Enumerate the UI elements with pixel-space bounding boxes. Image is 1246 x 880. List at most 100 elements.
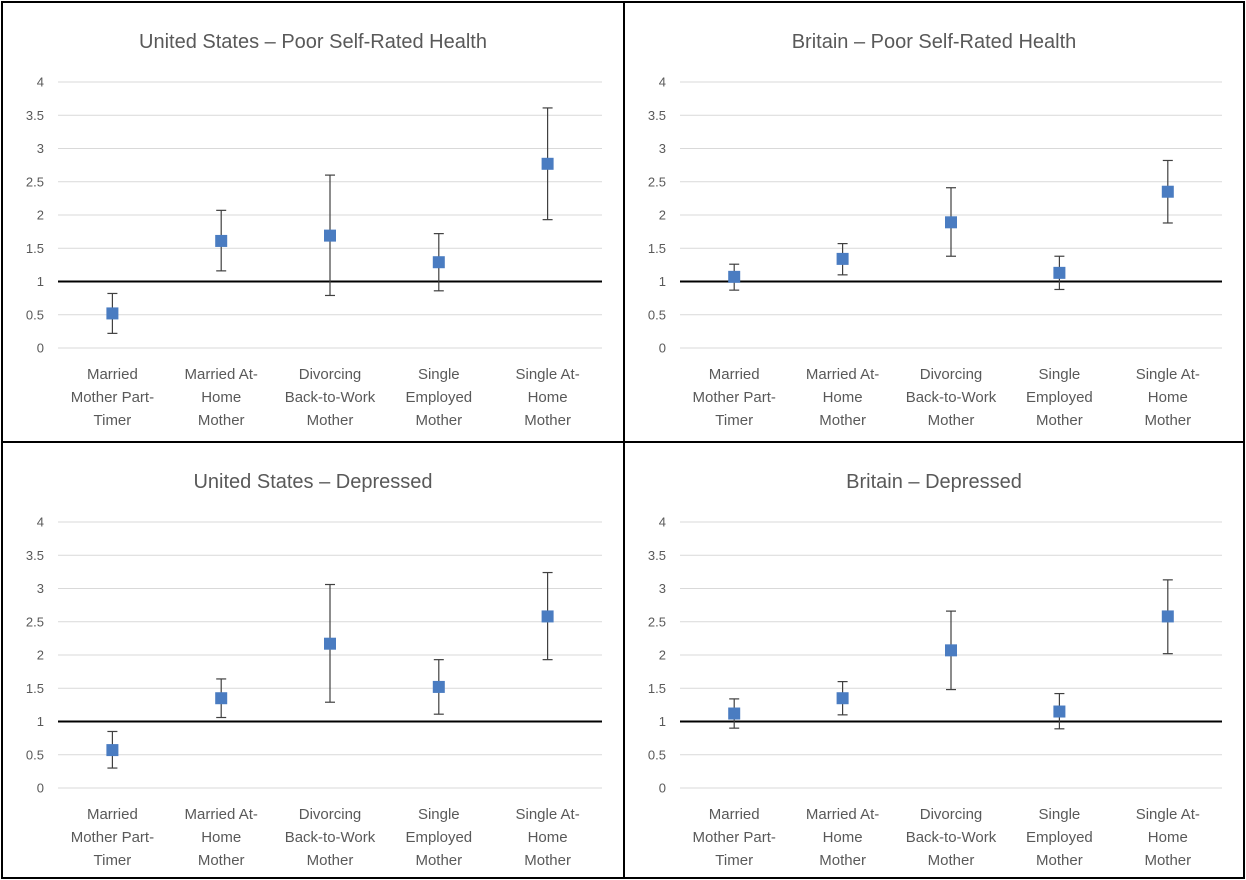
x-tick-label: Employed [1026, 829, 1093, 846]
x-tick-label: Timer [94, 852, 132, 869]
x-tick-label: Timer [94, 412, 132, 429]
x-tick-label: Mother [1036, 852, 1083, 869]
data-point-marker [541, 157, 554, 170]
x-tick-label: Back-to-Work [285, 389, 376, 406]
y-tick-label: 0 [659, 781, 666, 796]
y-tick-label: 0 [659, 341, 666, 356]
data-point-marker [541, 610, 554, 623]
y-tick-label: 2 [37, 648, 44, 663]
x-tick-label: Home [823, 389, 863, 406]
x-tick-label: Mother Part- [71, 829, 154, 846]
y-tick-label: 2.5 [648, 174, 666, 189]
y-tick-label: 2 [37, 208, 44, 223]
y-tick-label: 1.5 [648, 241, 666, 256]
data-point-marker [1053, 705, 1066, 718]
x-tick-label: Home [823, 829, 863, 846]
x-tick-label: Mother [819, 852, 866, 869]
x-tick-label: Mother [928, 412, 975, 429]
x-tick-label: Mother Part- [71, 389, 154, 406]
x-tick-label: Mother [198, 412, 245, 429]
data-point-marker [215, 692, 228, 705]
x-tick-label: Back-to-Work [906, 389, 997, 406]
data-point-marker [728, 707, 741, 720]
x-tick-label: Mother [307, 412, 354, 429]
x-tick-label: Mother [307, 852, 354, 869]
x-tick-label: Divorcing [299, 806, 362, 823]
x-tick-label: Home [1148, 829, 1188, 846]
y-tick-label: 4 [659, 75, 666, 90]
x-tick-label: Married [87, 366, 138, 383]
x-tick-label: Back-to-Work [285, 829, 376, 846]
x-tick-label: Single At- [1136, 366, 1200, 383]
x-tick-label: Married At- [806, 366, 879, 383]
x-tick-label: Single [418, 366, 460, 383]
data-point-marker [836, 692, 849, 705]
x-tick-label: Mother [928, 852, 975, 869]
data-point-marker [1161, 610, 1174, 623]
data-point-marker [836, 252, 849, 265]
x-tick-label: Single At- [1136, 806, 1200, 823]
y-tick-label: 0.5 [26, 307, 44, 322]
y-tick-label: 4 [37, 515, 44, 530]
x-tick-label: Married [87, 806, 138, 823]
y-tick-label: 0.5 [648, 747, 666, 762]
x-tick-label: Mother [524, 412, 571, 429]
x-tick-label: Mother [1144, 412, 1191, 429]
y-tick-label: 1 [37, 714, 44, 729]
data-point-marker [1161, 185, 1174, 198]
x-tick-label: Mother Part- [693, 829, 776, 846]
y-tick-label: 3.5 [26, 108, 44, 123]
chart-title: United States – Poor Self-Rated Health [139, 31, 487, 53]
y-tick-label: 1.5 [26, 241, 44, 256]
data-point-marker [945, 216, 957, 229]
x-tick-label: Single At- [515, 366, 579, 383]
chart-us-depressed: United States – Depressed 0 0.5 1 1.5 2 2.5 3 3.… [1, 441, 625, 879]
x-tick-label: Home [528, 829, 568, 846]
chart-title: Britain – Poor Self-Rated Health [792, 31, 1077, 53]
y-tick-label: 1 [659, 274, 666, 289]
x-tick-label: Divorcing [920, 806, 983, 823]
x-tick-label: Married [709, 366, 760, 383]
y-tick-label: 1 [37, 274, 44, 289]
data-point-marker [106, 307, 119, 320]
data-point-marker [1053, 266, 1066, 279]
y-tick-label: 3 [37, 581, 44, 596]
chart-britain-poor-health: Britain – Poor Self-Rated Health 0 0.5 1 1.5… [623, 1, 1245, 443]
x-tick-label: Employed [405, 389, 472, 406]
y-tick-label: 1 [659, 714, 666, 729]
chart-us-poor-health: United States – Poor Self-Rated Health 0 0… [1, 1, 625, 443]
y-tick-label: 3 [37, 141, 44, 156]
data-point-marker [945, 644, 957, 657]
y-tick-label: 3 [659, 141, 666, 156]
y-tick-label: 1.5 [26, 681, 44, 696]
x-tick-label: Single [418, 806, 460, 823]
x-tick-label: Mother [1036, 412, 1083, 429]
x-tick-label: Married At- [806, 806, 879, 823]
x-tick-label: Mother [524, 852, 571, 869]
data-point-marker [215, 234, 228, 247]
x-tick-label: Married At- [185, 366, 258, 383]
x-tick-label: Mother Part- [693, 389, 776, 406]
chart-britain-depressed: Britain – Depressed 0 0.5 1 1.5 2 2.5 3 3.5 4 Marr… [623, 441, 1245, 879]
y-tick-label: 2 [659, 208, 666, 223]
y-tick-label: 3.5 [648, 108, 666, 123]
x-tick-label: Single [1039, 366, 1081, 383]
y-tick-label: 3 [659, 581, 666, 596]
y-tick-label: 3.5 [648, 548, 666, 563]
y-tick-label: 0 [37, 781, 44, 796]
y-tick-label: 0.5 [26, 747, 44, 762]
x-tick-label: Timer [715, 412, 753, 429]
x-tick-label: Mother [819, 412, 866, 429]
x-tick-label: Timer [715, 852, 753, 869]
x-tick-label: Home [528, 389, 568, 406]
data-point-marker [728, 270, 741, 283]
chart-title: Britain – Depressed [846, 471, 1022, 493]
x-tick-label: Married [709, 806, 760, 823]
y-tick-label: 1.5 [648, 681, 666, 696]
y-tick-label: 4 [659, 515, 666, 530]
data-point-marker [324, 229, 336, 242]
x-tick-label: Back-to-Work [906, 829, 997, 846]
data-point-marker [106, 744, 119, 757]
x-tick-label: Divorcing [920, 366, 983, 383]
